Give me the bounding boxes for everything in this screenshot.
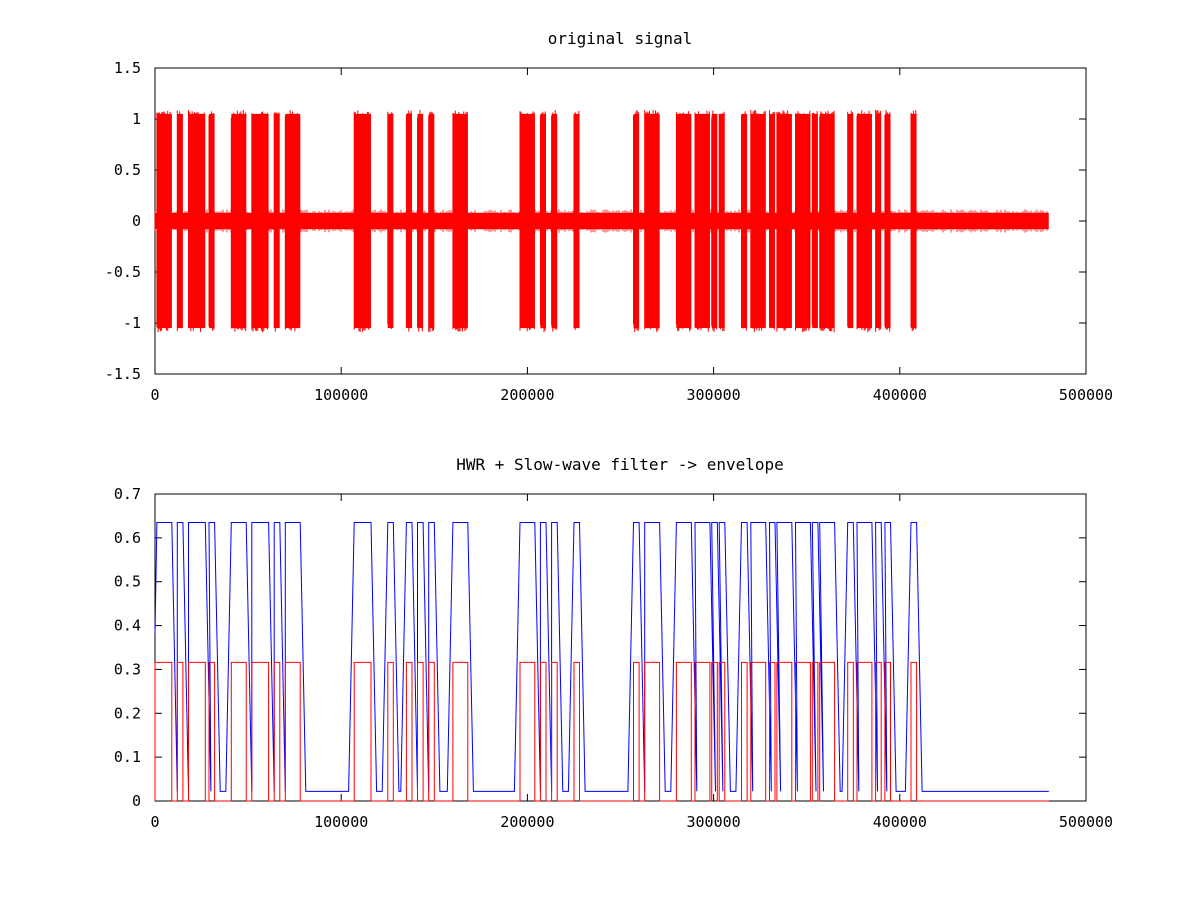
y-tick-label: 0 <box>132 792 141 810</box>
envelope-line-blue <box>154 522 1049 792</box>
y-tick-label: 0.5 <box>114 161 141 179</box>
x-tick-label: 200000 <box>500 386 554 404</box>
y-tick-label: 0.7 <box>114 485 141 503</box>
x-tick-label: 0 <box>150 386 159 404</box>
x-tick-label: 500000 <box>1059 386 1113 404</box>
chart-title: original signal <box>548 29 693 48</box>
x-tick-label: 300000 <box>687 813 741 831</box>
x-tick-label: 400000 <box>873 813 927 831</box>
signal-burst-texture <box>875 109 881 332</box>
signal-burst-texture <box>387 111 393 330</box>
y-tick-label: -0.5 <box>105 263 141 281</box>
signal-burst-texture <box>847 110 853 327</box>
x-tick-label: 300000 <box>687 386 741 404</box>
chart-title: HWR + Slow-wave filter -> envelope <box>456 455 784 474</box>
y-tick-label: 0.2 <box>114 704 141 722</box>
x-tick-label: 400000 <box>873 386 927 404</box>
y-tick-label: 1 <box>132 110 141 128</box>
envelope-line-red <box>154 661 1049 802</box>
signal-burst-texture <box>741 111 747 331</box>
noise-floor-texture <box>154 209 1048 233</box>
original-signal-plot-area: 0 100000 200000 300000 400000 500000 -1.5 -1 -0.… <box>105 59 1113 404</box>
signal-burst-texture <box>711 110 717 332</box>
signal-burst-texture <box>230 109 247 332</box>
signal-burst-texture <box>633 110 639 332</box>
x-tick-label: 100000 <box>314 386 368 404</box>
y-tick-label: 0 <box>132 212 141 230</box>
signal-burst-texture <box>551 110 557 332</box>
y-tick-label: 1.5 <box>114 59 141 77</box>
y-tick-label: -1 <box>123 314 141 332</box>
signal-burst-texture <box>769 110 775 330</box>
x-tick-label: 0 <box>150 813 159 831</box>
envelope-panel: HWR + Slow-wave filter -> envelope 0 1000… <box>114 455 1113 831</box>
y-tick-label: 0.1 <box>114 748 141 766</box>
x-tick-label: 500000 <box>1059 813 1113 831</box>
signal-burst-texture <box>284 110 301 332</box>
envelope-plot-area: 0 100000 200000 300000 400000 500000 0 0.1 0.2 0.… <box>114 485 1113 831</box>
y-tick-label: 0.6 <box>114 529 141 547</box>
x-tick-label: 200000 <box>500 813 554 831</box>
y-tick-label: -1.5 <box>105 365 141 383</box>
original-signal-panel: original signal 0 100000 200000 300000 40000… <box>105 29 1113 404</box>
x-tick-label: 100000 <box>314 813 368 831</box>
y-tick-label: 0.5 <box>114 573 141 591</box>
signal-burst-texture <box>417 110 423 332</box>
y-tick-label: 0.3 <box>114 660 141 678</box>
y-tick-label: 0.4 <box>114 617 141 635</box>
